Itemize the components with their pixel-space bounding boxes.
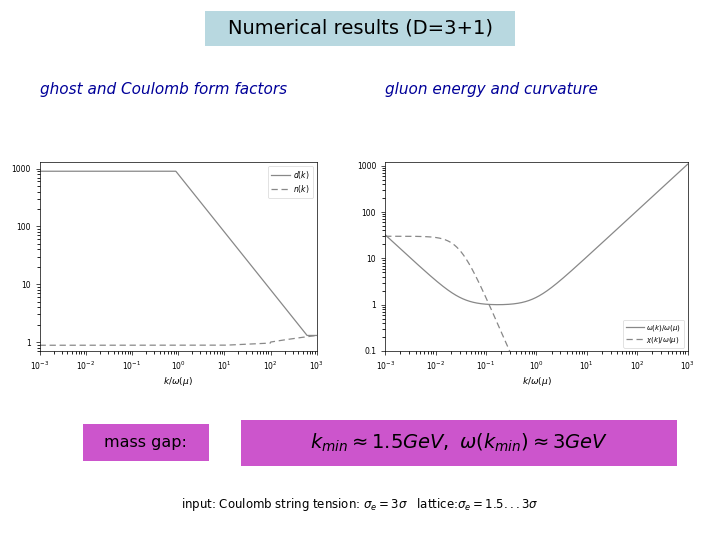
Text: Numerical results (D=3+1): Numerical results (D=3+1)	[228, 19, 492, 38]
X-axis label: $k/\omega(\mu)$: $k/\omega(\mu)$	[521, 375, 552, 388]
Text: mass gap:: mass gap:	[104, 435, 187, 450]
X-axis label: $k/\omega(\mu)$: $k/\omega(\mu)$	[163, 375, 193, 388]
Text: input: Coulomb string tension: $\sigma_e = 3\sigma$   lattice:$\sigma_e = 1.5...: input: Coulomb string tension: $\sigma_e…	[181, 496, 539, 514]
FancyBboxPatch shape	[205, 11, 515, 46]
Text: ghost and Coulomb form factors: ghost and Coulomb form factors	[40, 82, 287, 97]
Text: gluon energy and curvature: gluon energy and curvature	[385, 82, 598, 97]
FancyBboxPatch shape	[83, 424, 209, 461]
Legend: $\omega(k)/\omega(\mu)$, $\chi(k)/\omega(\mu)$: $\omega(k)/\omega(\mu)$, $\chi(k)/\omega…	[624, 320, 684, 348]
FancyBboxPatch shape	[241, 420, 677, 466]
Legend: $d(k)$, $n(k)$: $d(k)$, $n(k)$	[268, 166, 313, 198]
Text: $k_{min} \approx 1.5GeV,\ \omega(k_{min}) \approx 3GeV$: $k_{min} \approx 1.5GeV,\ \omega(k_{min}…	[310, 432, 608, 454]
